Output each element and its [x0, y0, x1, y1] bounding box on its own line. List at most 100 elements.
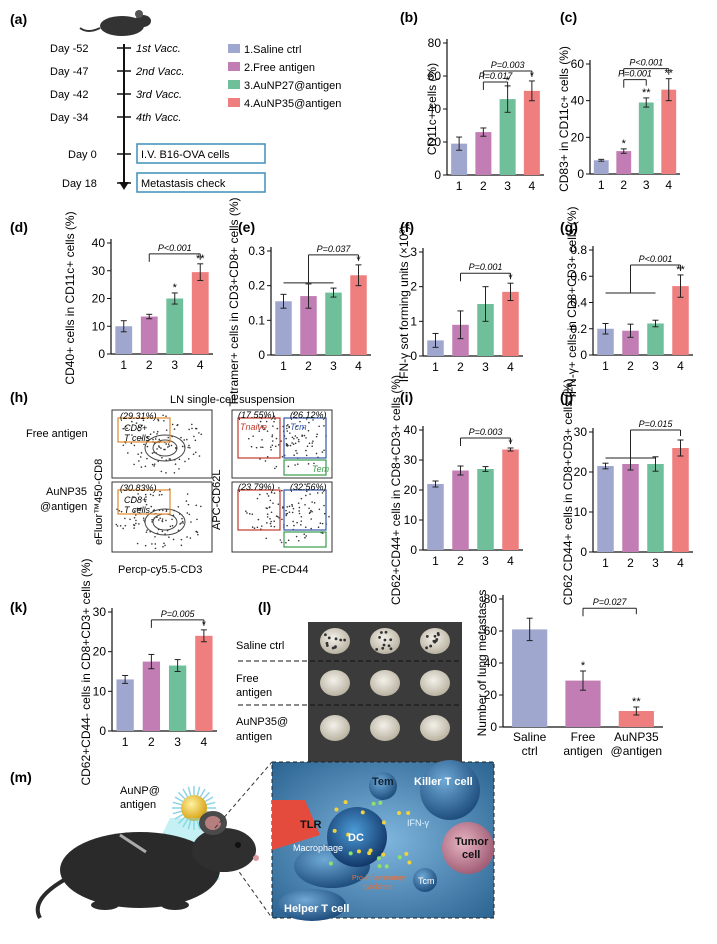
bar-e-1 [275, 301, 292, 355]
flow-dot [178, 458, 181, 461]
mouse-label-1: AuNP@ [120, 785, 160, 797]
significance-star: ** [642, 87, 651, 99]
antigen-spike [196, 819, 201, 830]
flow-dot [188, 513, 191, 516]
flow-dot [163, 419, 165, 422]
flow-dot [188, 444, 190, 447]
flow-dot [286, 524, 288, 527]
flow-dot [257, 424, 260, 426]
flow-dot [301, 434, 303, 436]
flow-dot [259, 493, 261, 496]
flow-dot [292, 520, 294, 523]
flow-dot [295, 535, 298, 538]
flow-dot [250, 445, 253, 448]
row-label-free-antigen: Free antigen [26, 428, 88, 440]
x-tick-label: 2 [457, 554, 464, 568]
flow-dot [135, 422, 138, 424]
flow-dot [200, 505, 202, 508]
y-tick-label: 30 [93, 605, 107, 619]
flow-dot [286, 512, 289, 515]
cytokine-dot [381, 852, 386, 857]
flow-dot [266, 522, 268, 524]
cytokine-dot [378, 800, 383, 805]
x-tick-label: 1 [120, 358, 127, 372]
label-helper: Helper T cell [284, 903, 349, 915]
metastasis-spot [383, 638, 387, 642]
panel-g-label: (g) [560, 219, 578, 235]
flow-dot [275, 465, 278, 468]
flow-dot [304, 504, 306, 506]
tem-cell [369, 772, 397, 800]
flow-dot [288, 505, 291, 508]
flow-dot [146, 436, 149, 439]
antigen-spike [182, 788, 189, 798]
label-tem: Tem [372, 776, 394, 788]
bar-e-2 [300, 296, 317, 355]
flow-dot [168, 445, 171, 447]
metastasis-spot [382, 643, 386, 647]
flow-dot [143, 519, 145, 521]
flow-dot [246, 512, 248, 514]
flow-dot [142, 419, 145, 422]
flow-dot [122, 444, 125, 447]
bar-k-1 [116, 679, 134, 731]
y-tick-label: 0 [410, 349, 417, 363]
panel-a: (a) Day -52 1st Vacc. Day -47 2nd Vacc. … [10, 10, 341, 193]
significance-star: * [622, 138, 627, 150]
x-tick-label: 4 [507, 554, 514, 568]
x-tick-label: 2 [627, 556, 634, 570]
flow-dot [157, 419, 160, 422]
flow-dot [149, 493, 152, 496]
metastasis-spot [387, 644, 391, 648]
x-tick-label: 1 [602, 556, 609, 570]
flow-dot [297, 502, 300, 504]
p-value: P=0.017 [479, 71, 514, 81]
helper-t-cell [278, 889, 346, 921]
flow-dot [252, 435, 254, 437]
flow-xlabel-cd3: Percp-cy5.5-CD3 [118, 564, 202, 576]
flow-dot [270, 520, 272, 523]
flow-dot [180, 436, 182, 439]
flow-dot [195, 504, 198, 507]
flow-dot [297, 539, 300, 542]
tumor-cell [442, 822, 494, 874]
bar-j-2 [622, 464, 639, 552]
flow-dot [247, 437, 250, 440]
flow-dot [157, 460, 160, 463]
bar-g-4 [672, 286, 689, 355]
flow-dot [273, 525, 276, 528]
flow-dot [298, 506, 301, 509]
flow-dot [323, 425, 325, 427]
flow-dot [269, 499, 272, 502]
flow-dot [181, 520, 184, 523]
panel-f-label: (f) [400, 219, 414, 235]
flow-dot [149, 433, 152, 436]
y-tick-label: 0 [410, 543, 417, 557]
flow-dot [272, 502, 274, 504]
antigen-spike [174, 813, 184, 820]
flow-dot [292, 507, 295, 510]
bar-k-4 [195, 635, 213, 731]
antigen-spike [177, 791, 187, 801]
flow-dot [258, 430, 261, 432]
significance-star: * [505, 75, 510, 87]
p-value: P=0.037 [317, 244, 352, 254]
y-axis-label: CD83+ in CD11c+ cells (%) [557, 46, 571, 192]
flow-dot [133, 463, 135, 466]
bar-d-2 [140, 316, 158, 354]
label-tumor-1: Tumor [455, 836, 489, 848]
panel-m: (m) AuNP@ antigen [10, 760, 495, 921]
flow-plot-cd8-free: (29.31%) CD8+ T cells [111, 409, 213, 479]
y-tick-label: 20 [92, 292, 106, 306]
flow-dot [167, 443, 170, 445]
y-axis-label: IFN-γ sot forming units (×10³) [397, 226, 411, 382]
flow-dot [174, 463, 177, 465]
flow-dot [195, 530, 198, 533]
gate-tcells-label-1: T cells [124, 433, 151, 443]
y-tick-label: 3 [410, 245, 417, 259]
flow-dot [189, 446, 191, 449]
flow-dot [138, 426, 140, 428]
flow-dot [122, 527, 124, 530]
flow-dot [159, 490, 161, 493]
